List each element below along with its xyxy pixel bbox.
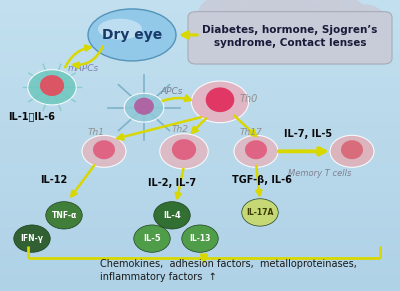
Ellipse shape — [124, 93, 164, 122]
FancyBboxPatch shape — [188, 12, 392, 64]
Ellipse shape — [281, 0, 343, 31]
Ellipse shape — [154, 202, 190, 229]
Ellipse shape — [134, 225, 170, 252]
Text: IL-1、IL-6: IL-1、IL-6 — [8, 111, 55, 121]
Text: TNF-α: TNF-α — [51, 211, 77, 220]
Ellipse shape — [182, 225, 218, 252]
Ellipse shape — [234, 135, 278, 167]
Ellipse shape — [341, 140, 363, 159]
Ellipse shape — [221, 0, 283, 31]
Ellipse shape — [88, 9, 176, 61]
Text: TGF-β, IL-6: TGF-β, IL-6 — [232, 175, 292, 185]
Ellipse shape — [242, 199, 278, 226]
Ellipse shape — [342, 4, 386, 36]
Ellipse shape — [247, 0, 313, 30]
Ellipse shape — [40, 75, 64, 96]
Text: Th0: Th0 — [240, 94, 258, 104]
Text: IL-13: IL-13 — [189, 234, 211, 243]
Ellipse shape — [172, 139, 196, 160]
Ellipse shape — [314, 0, 366, 34]
Ellipse shape — [160, 134, 208, 169]
Ellipse shape — [28, 70, 76, 105]
Text: Dry eye: Dry eye — [102, 28, 162, 42]
Text: Memory T cells: Memory T cells — [288, 169, 352, 178]
Ellipse shape — [46, 202, 82, 229]
Ellipse shape — [192, 81, 249, 123]
Ellipse shape — [14, 225, 50, 252]
Text: IL-5: IL-5 — [143, 234, 161, 243]
Text: IL-12: IL-12 — [40, 175, 67, 185]
Ellipse shape — [134, 98, 154, 115]
Text: Th17: Th17 — [240, 128, 263, 137]
Ellipse shape — [330, 135, 374, 167]
Text: IFN-γ: IFN-γ — [20, 234, 44, 243]
Text: IL-2, IL-7: IL-2, IL-7 — [148, 178, 196, 188]
Ellipse shape — [93, 140, 115, 159]
Ellipse shape — [198, 0, 250, 34]
Text: Diabetes, hormone, Sjogren’s
syndrome, Contact lenses: Diabetes, hormone, Sjogren’s syndrome, C… — [202, 25, 378, 48]
Ellipse shape — [245, 140, 267, 159]
Ellipse shape — [206, 87, 234, 112]
Text: Th2: Th2 — [172, 125, 189, 134]
Text: mAPCs: mAPCs — [68, 64, 99, 73]
Text: IL-4: IL-4 — [163, 211, 181, 220]
Ellipse shape — [98, 19, 142, 40]
Text: Chemokines,  adhesion factors,  metalloproteinases,
inflammatory factors  ↑: Chemokines, adhesion factors, metallopro… — [100, 259, 357, 282]
Text: IL-7, IL-5: IL-7, IL-5 — [284, 129, 332, 139]
Text: IL-17A: IL-17A — [246, 208, 274, 217]
Ellipse shape — [82, 135, 126, 167]
Text: Th1: Th1 — [88, 128, 105, 137]
Text: APCs: APCs — [160, 87, 182, 96]
